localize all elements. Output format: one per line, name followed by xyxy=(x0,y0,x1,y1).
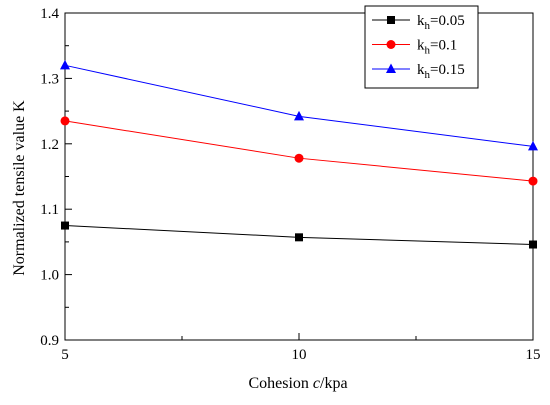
legend-label-base: k xyxy=(417,62,425,78)
y-tick-label: 1.1 xyxy=(40,202,59,218)
legend-label: kh=0.05 xyxy=(417,13,465,32)
x-axis-title: Cohesion c/kpa xyxy=(248,375,347,392)
x-tick-label: 10 xyxy=(292,347,307,363)
y-tick-label: 0.9 xyxy=(40,333,59,349)
legend-marker xyxy=(386,40,396,49)
legend-item: kh=0.15 xyxy=(372,62,465,81)
y-axis-ticks: 0.9 1.0 1.1 1.2 1.3 1.4 xyxy=(40,6,72,349)
y-tick-label: 1.0 xyxy=(40,268,59,284)
legend-label-subscript: h xyxy=(425,20,431,32)
series-line xyxy=(64,120,534,182)
data-point xyxy=(61,221,69,230)
data-point xyxy=(529,240,537,249)
legend-label-base: k xyxy=(417,13,425,29)
x-axis-title-part: /kpa xyxy=(320,375,348,392)
legend-label-value: =0.05 xyxy=(430,13,465,29)
x-axis-title-part: c xyxy=(313,375,320,392)
series-1 xyxy=(61,221,537,249)
series-lines xyxy=(60,59,538,249)
data-point xyxy=(294,153,304,163)
legend-item: kh=0.1 xyxy=(372,38,457,57)
y-axis-title: Normalized tensile value K xyxy=(11,100,28,276)
y-tick-label: 1.2 xyxy=(40,137,59,153)
legend-label-base: k xyxy=(417,38,425,54)
series-3 xyxy=(60,59,538,151)
legend-label: kh=0.15 xyxy=(417,62,465,81)
legend-marker xyxy=(387,16,395,24)
series-2 xyxy=(60,116,538,186)
x-tick-label: 5 xyxy=(61,347,69,363)
data-point xyxy=(295,233,303,242)
data-point xyxy=(60,59,70,70)
legend-label-value: =0.15 xyxy=(430,62,465,78)
data-point xyxy=(528,140,538,151)
data-point xyxy=(294,110,304,121)
x-axis-title-part: Cohesion xyxy=(248,375,312,392)
y-tick-label: 1.4 xyxy=(40,6,59,22)
legend-item: kh=0.05 xyxy=(372,13,465,32)
data-point xyxy=(60,116,70,126)
legend-label-subscript: h xyxy=(425,69,431,81)
x-axis-ticks: 5 10 15 xyxy=(61,333,541,363)
legend-label: kh=0.1 xyxy=(417,38,457,57)
data-point xyxy=(528,176,538,186)
y-tick-label: 1.3 xyxy=(40,71,59,87)
legend-marker xyxy=(386,63,396,73)
legend-label-subscript: h xyxy=(425,45,431,57)
x-tick-label: 15 xyxy=(526,347,541,363)
legend-label-value: =0.1 xyxy=(430,38,457,54)
